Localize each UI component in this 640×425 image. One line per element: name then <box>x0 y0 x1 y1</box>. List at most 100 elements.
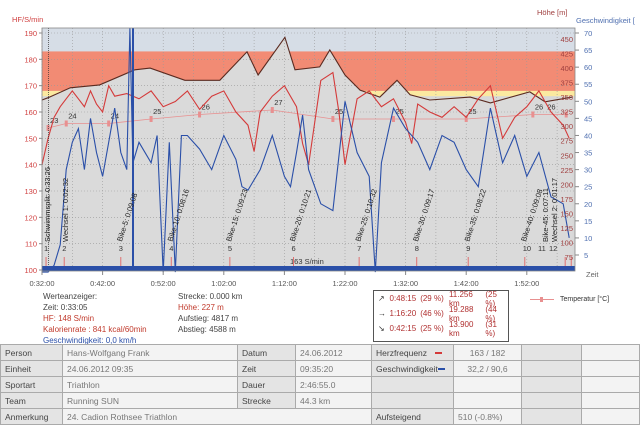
lap-label: Schwimmsplit: 0:33:26 <box>43 167 52 242</box>
hf-zone-band <box>42 33 575 52</box>
heart-rate-color-swatch <box>435 352 443 355</box>
speed-tick-label: 65 <box>584 46 592 55</box>
speed-tick-label: 60 <box>584 63 592 72</box>
slope-row-flat: → 1:16:20 (46 %) 19.288 km (44 %) <box>374 304 508 323</box>
slope-time: 1:16:20 <box>389 309 417 318</box>
lap-number: 8 <box>415 244 419 253</box>
avg-hf-bar <box>42 266 575 271</box>
slope-distance-pct: (25 %) <box>485 289 497 308</box>
value-display-2: Strecke: 0.000 km Höhe: 227 m Aufstieg: … <box>178 291 242 335</box>
slope-time-pct: (29 %) <box>420 294 444 303</box>
lap-number: 12 <box>549 244 557 253</box>
value-display-title: Werteanzeiger: <box>43 292 98 301</box>
speed-tick-label: 55 <box>584 80 592 89</box>
label-speed: Geschwindigkeit <box>371 360 454 377</box>
time-tick-label: 1:12:00 <box>272 279 297 288</box>
temperature-marker <box>198 111 202 118</box>
empty-cell <box>453 376 522 393</box>
slope-row-down: ↘ 0:42:15 (25 %) 13.900 km (31 %) <box>374 319 508 338</box>
empty-cell <box>581 344 640 361</box>
speed-tick-label: 20 <box>584 200 592 209</box>
hf-tick-label: 170 <box>24 82 37 91</box>
temperature-marker <box>64 120 68 127</box>
table-row: Einheit 24.06.2012 09:35 Zeit 09:35:20 G… <box>0 360 640 377</box>
time-tick-label: 1:42:00 <box>454 279 479 288</box>
height-tick-label: 300 <box>560 122 573 131</box>
speed-tick-label: 25 <box>584 183 592 192</box>
temperature-marker <box>107 120 111 127</box>
empty-cell <box>581 408 640 425</box>
hf-tick-label: 130 <box>24 187 37 196</box>
temperature-marker <box>270 107 274 113</box>
empty-cell <box>521 392 582 409</box>
label-team: Team <box>0 392 63 409</box>
speed-tick-label: 35 <box>584 149 592 158</box>
height-tick-label: 125 <box>560 224 573 233</box>
temperature-marker <box>46 125 50 131</box>
speed-tick-label: 15 <box>584 217 592 226</box>
temperature-label: 23 <box>50 116 58 125</box>
value-sport: Triathlon <box>62 376 238 393</box>
lap-number: 6 <box>291 244 295 253</box>
value-display: Werteanzeiger: Zeit: 0:33:05 HF: 148 S/m… <box>43 291 147 346</box>
hf-tick-label: 190 <box>24 29 37 38</box>
height-tick-label: 450 <box>560 35 573 44</box>
speed-tick-label: 10 <box>584 234 592 243</box>
height-tick-label: 225 <box>560 166 573 175</box>
value-duration: 2:46:55.0 <box>295 376 372 393</box>
legend-temperature[interactable]: Temperatur [°C] <box>530 296 609 303</box>
slope-summary-box: ↗ 0:48:15 (29 %) 11.256 km (25 %) → 1:16:20 (4… <box>373 290 509 342</box>
value-height: Höhe: 227 m <box>178 303 224 312</box>
time-axis-title: Zeit <box>586 270 599 279</box>
slope-time-pct: (46 %) <box>420 309 444 318</box>
value-speed: 32,2 / 90,6 <box>453 360 522 377</box>
label-date: Datum <box>237 344 296 361</box>
speed-tick-label: 40 <box>584 131 592 140</box>
hf-tick-label: 180 <box>24 55 37 64</box>
temperature-label: 25 <box>153 107 161 116</box>
height-tick-label: 100 <box>560 238 573 247</box>
slope-distance-pct: (31 %) <box>485 319 497 338</box>
slope-row-up: ↗ 0:48:15 (29 %) 11.256 km (25 %) <box>374 289 508 308</box>
slope-distance-pct: (44 %) <box>485 304 497 323</box>
label-text: Herzfrequenz <box>376 347 428 358</box>
label-sport: Sportart <box>0 376 63 393</box>
temperature-label: 26 <box>547 103 555 112</box>
value-speed: Geschwindigkeit: 0,0 km/h <box>43 336 137 345</box>
height-tick-label: 350 <box>560 93 573 102</box>
value-distance: Strecke: 0.000 km <box>178 292 243 301</box>
slope-time: 0:42:15 <box>389 324 417 333</box>
temperature-label: 26 <box>202 103 210 112</box>
height-line <box>41 36 573 104</box>
temperature-marker <box>391 116 395 122</box>
temperature-label: 24 <box>68 112 76 121</box>
speed-tick-label: 50 <box>584 97 592 106</box>
empty-cell <box>371 376 454 393</box>
empty-cell <box>581 392 640 409</box>
table-row: Anmerkung 24. Cadion Rothsee Triathlon A… <box>0 408 640 425</box>
label-note: Anmerkung <box>0 408 63 425</box>
height-tick-label: 200 <box>560 180 573 189</box>
summary-table: Person Hans-Wolfgang Frank Datum 24.06.2… <box>0 344 640 425</box>
table-row: Sportart Triathlon Dauer 2:46:55.0 <box>0 376 640 393</box>
label-unit: Einheit <box>0 360 63 377</box>
height-axis-title: Höhe [m] <box>537 8 567 17</box>
lap-label: Wechsel 1: 0:02:32 <box>61 178 70 242</box>
speed-axis-title: Geschwindigkeit [ <box>576 16 636 25</box>
empty-cell <box>521 376 582 393</box>
value-time: Zeit: 0:33:05 <box>43 303 88 312</box>
plot-frame <box>41 27 576 272</box>
lap-number: 10 <box>523 244 531 253</box>
lap-number: 5 <box>228 244 232 253</box>
label-ascending: Aufsteigend <box>371 408 454 425</box>
hf-tick-label: 160 <box>24 108 37 117</box>
lap-label: Wechsel 2: 0:01:17 <box>550 178 559 242</box>
lap-label: Bike-45: 0:07:11 <box>541 188 550 242</box>
value-ascent: Aufstieg: 4817 m <box>178 314 239 323</box>
value-descent: Abstieg: 4588 m <box>178 325 236 334</box>
time-tick-label: 0:52:00 <box>151 279 176 288</box>
height-tick-label: 425 <box>560 50 573 59</box>
value-person: Hans-Wolfgang Frank <box>62 344 238 361</box>
speed-line <box>42 27 570 273</box>
